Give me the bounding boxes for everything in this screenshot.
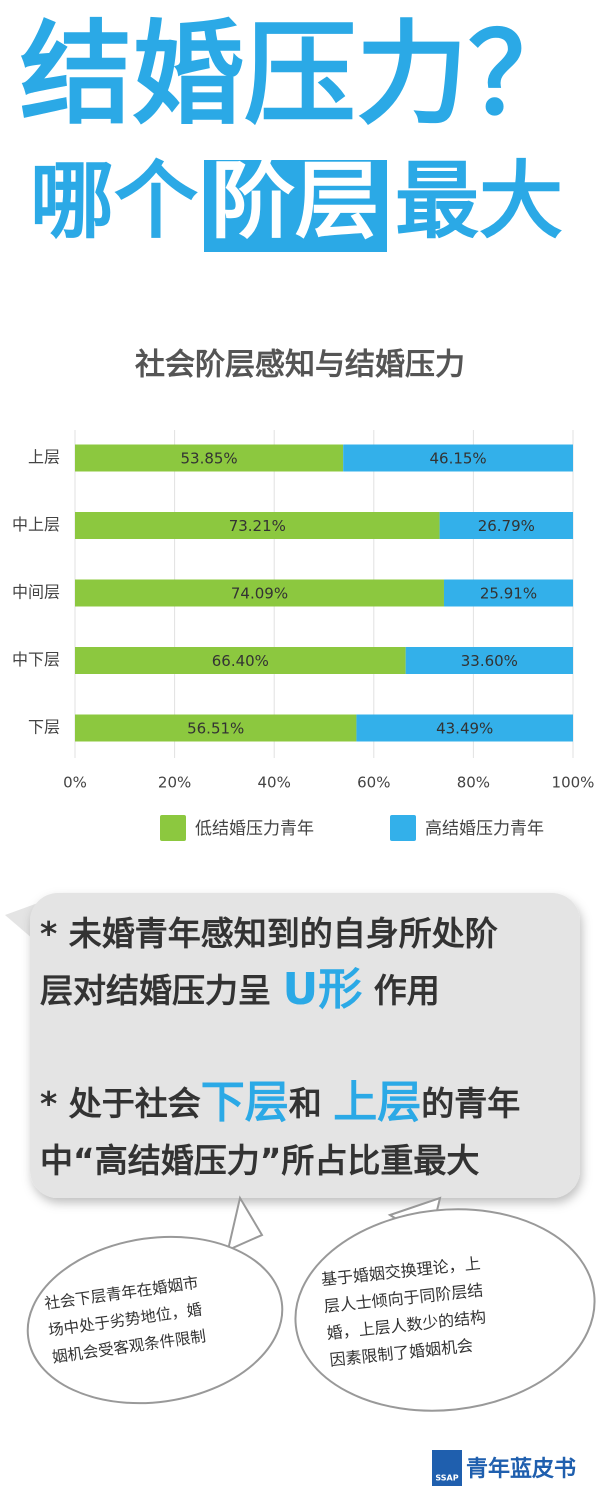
callout-text: 的青年	[421, 1084, 520, 1123]
headline-line1: 结婚压力？	[20, 10, 580, 140]
bar-segment	[443, 579, 573, 607]
x-tick-label: 0%	[63, 774, 87, 792]
bar-segment	[439, 512, 573, 539]
headline-line2-start: 哪个	[30, 152, 198, 250]
data-label: 43.49%	[436, 720, 493, 738]
bar-segment	[75, 714, 357, 742]
callout-text: 作用	[362, 971, 440, 1010]
callout-highlight: U形	[283, 964, 363, 1015]
legend-swatch	[160, 815, 186, 841]
y-tick-label: 上层	[28, 448, 60, 467]
chart-title: 社会阶层感知与结婚压力	[135, 348, 465, 383]
callout-line: 中“高结婚压力”所占比重最大	[40, 1141, 479, 1180]
x-tick-label: 20%	[158, 774, 191, 792]
chart: 0% 20% 40% 60% 80% 100% 上层 53.85% 46.15% 中上层 73.21…	[12, 430, 594, 841]
legend-label: 低结婚压力青年	[195, 819, 314, 839]
bar-segment	[75, 512, 440, 539]
headline-highlight: 阶层	[211, 152, 379, 250]
x-tick-label: 40%	[258, 774, 291, 792]
bar-segment	[356, 714, 573, 742]
data-label: 66.40%	[212, 652, 269, 670]
callout-line: * 未婚青年感知到的自身所处阶	[40, 914, 498, 953]
y-tick-label: 下层	[28, 718, 60, 737]
bubble	[294, 1208, 596, 1412]
highlight-box	[204, 160, 387, 252]
bar-segment	[75, 444, 344, 472]
data-label: 26.79%	[478, 517, 535, 535]
callout-highlight: 上层	[333, 1077, 421, 1128]
callout-highlight: 下层	[201, 1077, 289, 1128]
bubble-tail	[226, 1195, 264, 1252]
callout-text: 和	[289, 1084, 334, 1123]
logo-mark-text: SSAP	[435, 1474, 458, 1483]
callout-text: 中“高结婚压力”所占比重最大	[40, 1141, 479, 1180]
bar-segment	[343, 444, 573, 472]
callout-line: * 处于社会下层和 上层的青年	[40, 1077, 520, 1128]
y-tick-label: 中下层	[12, 650, 60, 669]
headline-line2-end: 最大	[395, 152, 563, 250]
data-label: 46.15%	[429, 450, 486, 468]
logo-mark	[432, 1450, 462, 1486]
data-label: 25.91%	[480, 585, 537, 603]
data-label: 56.51%	[187, 720, 244, 738]
x-tick-label: 80%	[457, 774, 490, 792]
y-tick-label: 中间层	[12, 583, 60, 602]
callout-text: 层对结婚压力呈	[40, 971, 283, 1010]
x-tick-label: 100%	[552, 774, 595, 792]
callout-line: 层对结婚压力呈 U形 作用	[40, 964, 440, 1015]
bubble	[26, 1235, 284, 1405]
callout-text: * 处于社会	[40, 1084, 201, 1123]
data-label: 53.85%	[180, 450, 237, 468]
data-label: 73.21%	[229, 517, 286, 535]
data-label: 33.60%	[461, 652, 518, 670]
bar-segment	[75, 579, 444, 607]
callout-text: * 未婚青年感知到的自身所处阶	[40, 914, 498, 953]
callout-box	[30, 893, 580, 1198]
legend-label: 高结婚压力青年	[425, 819, 544, 839]
logo-text: 青年蓝皮书	[466, 1456, 576, 1482]
legend-swatch	[390, 815, 416, 841]
x-tick-label: 60%	[357, 774, 390, 792]
data-label: 74.09%	[231, 585, 288, 603]
y-tick-label: 中上层	[12, 515, 60, 534]
bar-segment	[75, 647, 406, 674]
bar-segment	[405, 647, 573, 674]
